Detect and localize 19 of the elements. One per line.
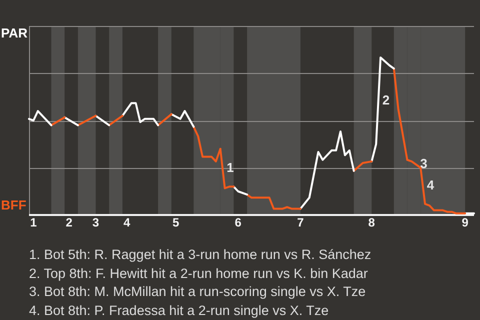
x-tick-label: 3: [92, 216, 100, 230]
x-tick-label: 5: [172, 216, 180, 230]
series-label: 1: [226, 160, 234, 176]
text: 4. Bot 8th: P. Fradessa hit a 2-run single vs X. Tze: [29, 302, 330, 320]
text: 3. Bot 8th: M. McMillan hit a run-scoring single vs X. Tze: [29, 283, 367, 301]
x-tick-label: 1: [30, 216, 38, 230]
x-tick-label: 2: [66, 216, 73, 230]
x-tick-label: 8: [368, 216, 376, 230]
text: PAR: [1, 26, 28, 41]
text: BFF: [1, 198, 26, 213]
x-tick-label: 9: [462, 216, 469, 230]
series-label: 4: [426, 177, 435, 192]
x-tick-label: 4: [124, 216, 131, 230]
text: 1. Bot 5th: R. Ragget hit a 3-run home run vs R. Sánchez: [29, 246, 372, 264]
series-label: 3: [420, 156, 428, 172]
x-tick-label: 6: [234, 216, 242, 230]
text: 2. Top 8th: F. Hewitt hit a 2-run home run vs K. bin Kadar: [29, 264, 369, 283]
series-label: 2: [382, 92, 390, 108]
x-tick-label: 7: [297, 216, 304, 230]
